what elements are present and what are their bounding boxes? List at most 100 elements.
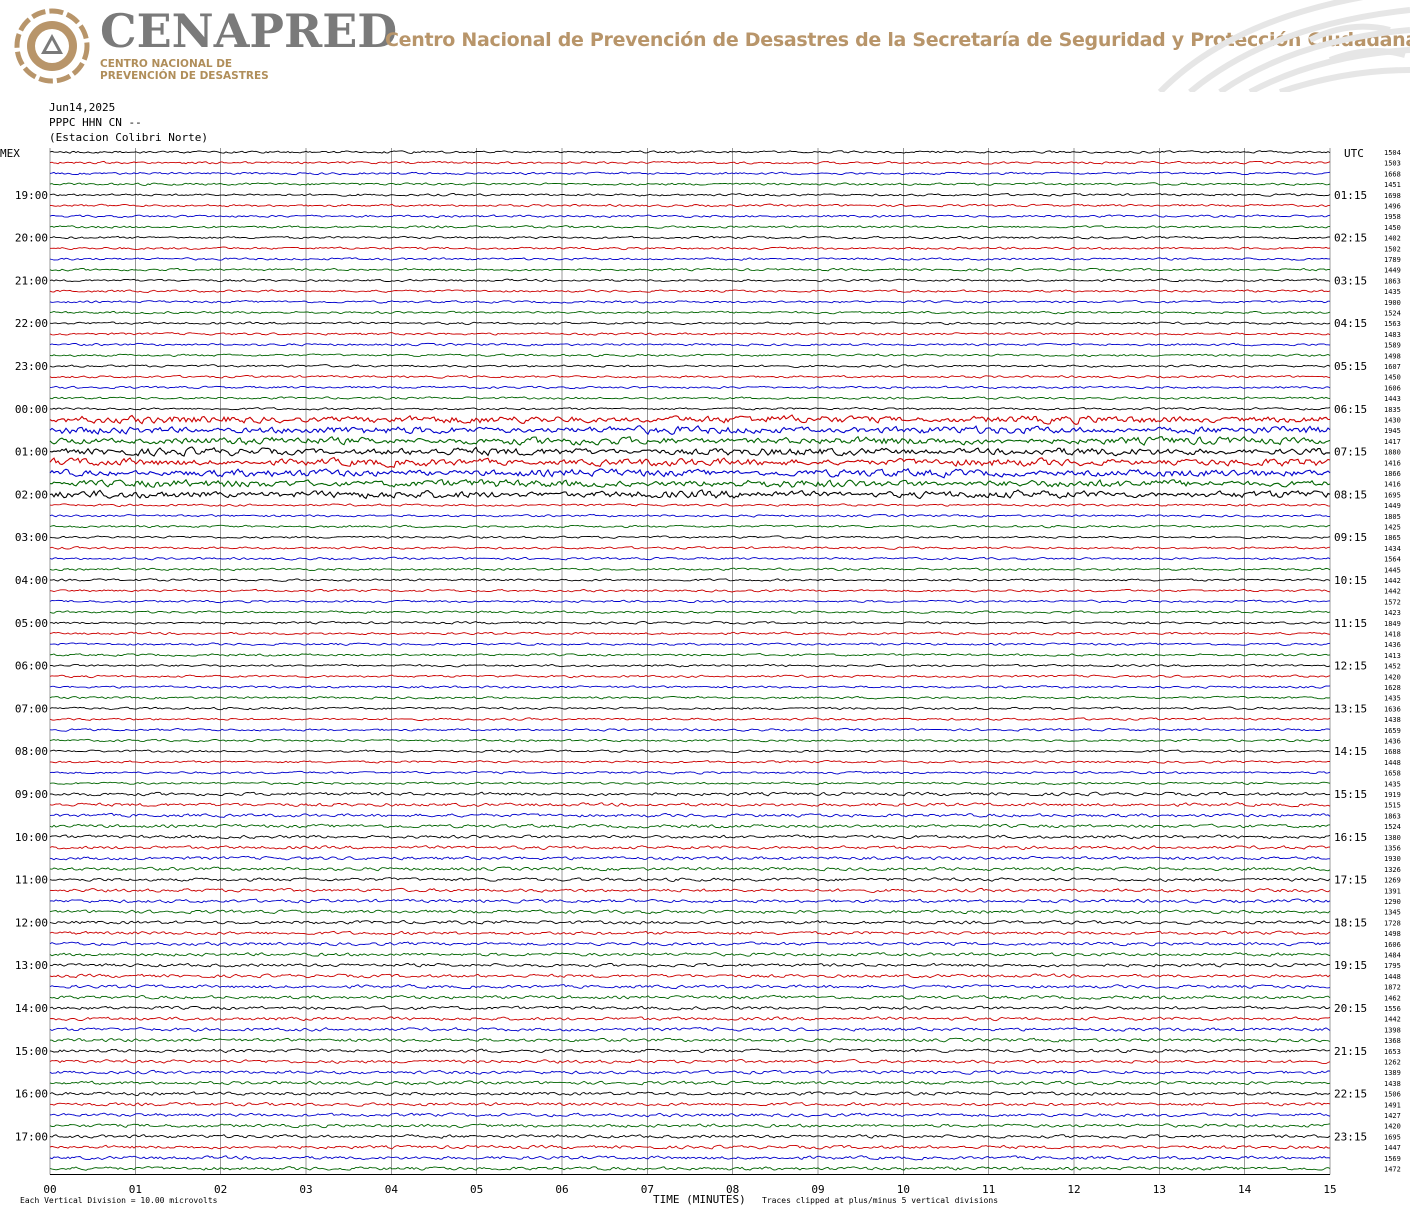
- seismic-trace: [49, 791, 1331, 797]
- left-hour-label: 09:00: [15, 788, 48, 801]
- left-hour-label: 06:00: [15, 660, 48, 673]
- trace-value-label: 1345: [1384, 909, 1401, 917]
- trace-value-label: 1930: [1384, 855, 1401, 863]
- seismic-trace: [50, 478, 1331, 488]
- trace-value-label: 1958: [1384, 213, 1401, 221]
- trace-value-label: 1269: [1384, 877, 1401, 885]
- trace-value-label: 1698: [1384, 192, 1401, 200]
- seismic-trace: [49, 374, 1331, 379]
- trace-value-label: 1435: [1384, 780, 1401, 788]
- seismic-trace: [49, 738, 1331, 743]
- trace-value-label: 1484: [1384, 952, 1401, 960]
- left-hour-label: 23:00: [15, 360, 48, 373]
- trace-value-label: 1728: [1384, 919, 1401, 927]
- seismic-trace: [49, 567, 1331, 572]
- seismic-trace: [49, 845, 1331, 850]
- seismic-trace: [49, 235, 1330, 240]
- seismic-trace: [49, 749, 1331, 754]
- logo-wordmark: CENAPRED: [100, 4, 398, 58]
- right-hour-label: 17:15: [1334, 874, 1367, 887]
- seismic-trace: [49, 866, 1331, 872]
- trace-value-label: 1448: [1384, 759, 1401, 767]
- trace-value-label: 1835: [1384, 406, 1401, 414]
- left-hour-label: 05:00: [15, 617, 48, 630]
- x-tick-label: 02: [214, 1183, 227, 1196]
- clip-note: Traces clipped at plus/minus 5 vertical …: [762, 1196, 998, 1205]
- right-hour-label: 14:15: [1334, 745, 1367, 758]
- right-hour-label: 13:15: [1334, 702, 1367, 715]
- trace-value-label: 1872: [1384, 984, 1401, 992]
- trace-value-label: 1449: [1384, 267, 1401, 275]
- seismic-trace: [49, 941, 1331, 947]
- trace-value-label: 1290: [1384, 898, 1401, 906]
- seismic-trace: [49, 653, 1331, 657]
- trace-value-label: 1628: [1384, 684, 1401, 692]
- trace-value-label: 1391: [1384, 887, 1401, 895]
- right-hour-label: 04:15: [1334, 317, 1367, 330]
- trace-value-label: 1569: [1384, 1155, 1401, 1163]
- trace-value-label: 1498: [1384, 352, 1401, 360]
- seismic-trace: [49, 1144, 1331, 1150]
- right-hour-label: 05:15: [1334, 360, 1367, 373]
- x-tick-label: 09: [811, 1183, 824, 1196]
- trace-value-label: 1398: [1384, 1026, 1401, 1034]
- seismic-trace: [49, 353, 1331, 358]
- seismic-trace: [49, 150, 1331, 154]
- trace-value-label: 1606: [1384, 941, 1401, 949]
- x-tick-label: 06: [555, 1183, 568, 1196]
- seismic-trace: [49, 877, 1331, 882]
- trace-value-label: 1607: [1384, 363, 1401, 371]
- seismic-trace: [49, 1080, 1331, 1086]
- seismic-trace: [49, 812, 1331, 818]
- trace-value-label: 1413: [1384, 652, 1401, 660]
- station-channel: PPPC HHN CN --: [49, 116, 142, 129]
- x-tick-label: 15: [1323, 1183, 1336, 1196]
- seismic-trace: [49, 435, 1331, 446]
- trace-value-label: 1356: [1384, 845, 1401, 853]
- seismic-trace: [49, 930, 1331, 936]
- seismic-trace: [49, 1048, 1331, 1054]
- trace-value-label: 1789: [1384, 256, 1401, 264]
- trace-value-label: 1863: [1384, 277, 1401, 285]
- seismic-trace: [49, 193, 1331, 197]
- left-hour-label: 03:00: [15, 531, 48, 544]
- trace-value-label: 1425: [1384, 524, 1401, 532]
- left-hour-label: 01:00: [15, 446, 48, 459]
- seismic-trace: [49, 631, 1331, 636]
- x-tick-label: 03: [299, 1183, 312, 1196]
- right-hour-label: 01:15: [1334, 189, 1367, 202]
- trace-value-label: 1449: [1384, 502, 1401, 510]
- trace-value-label: 1445: [1384, 566, 1401, 574]
- seismic-trace: [49, 599, 1331, 604]
- trace-value-label: 1472: [1384, 1166, 1401, 1174]
- agency-title: Centro Nacional de Prevención de Desastr…: [385, 29, 1410, 51]
- trace-value-label: 1451: [1384, 181, 1401, 189]
- left-axis-label: MEX: [0, 147, 20, 160]
- left-hour-label: 00:00: [15, 403, 48, 416]
- seismic-trace: [49, 182, 1331, 186]
- right-hour-label: 18:15: [1334, 916, 1367, 929]
- trace-value-label: 1436: [1384, 738, 1401, 746]
- seismic-trace: [49, 524, 1331, 529]
- seismic-trace: [49, 760, 1331, 764]
- right-hour-label: 19:15: [1334, 959, 1367, 972]
- left-hour-label: 20:00: [15, 232, 48, 245]
- trace-value-label: 1556: [1384, 1005, 1401, 1013]
- seismic-trace: [49, 685, 1331, 689]
- right-hour-label: 10:15: [1334, 574, 1367, 587]
- time-grid: [49, 148, 1331, 1175]
- seismic-trace: [49, 1112, 1331, 1118]
- trace-value-label: 1658: [1384, 770, 1401, 778]
- trace-value-label: 1502: [1384, 245, 1401, 253]
- seismic-trace: [49, 203, 1331, 208]
- logo-subtitle-line1: CENTRO NACIONAL DE: [100, 58, 233, 70]
- trace-value-label: 1262: [1384, 1059, 1401, 1067]
- seismic-trace: [49, 160, 1331, 165]
- trace-value-label: 1483: [1384, 331, 1401, 339]
- trace-value-label: 1452: [1384, 663, 1401, 671]
- seismic-trace: [49, 385, 1331, 390]
- trace-value-label: 1945: [1384, 427, 1401, 435]
- seismic-trace: [49, 984, 1331, 990]
- left-hour-label: 02:00: [15, 488, 48, 501]
- right-hour-label: 08:15: [1334, 488, 1367, 501]
